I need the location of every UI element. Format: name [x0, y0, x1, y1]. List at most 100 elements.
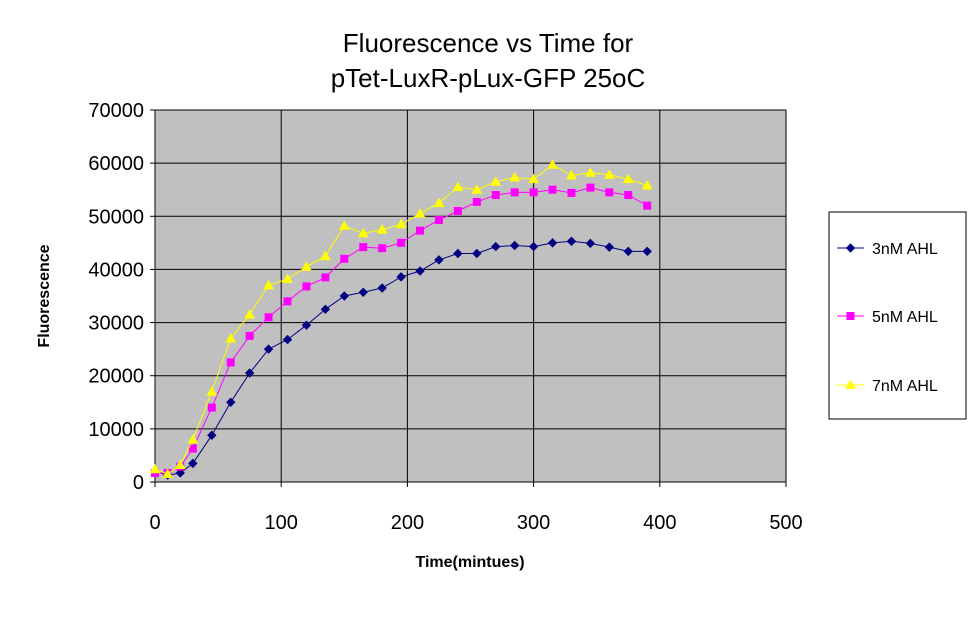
chart-title-line-1: Fluorescence vs Time for [343, 28, 634, 58]
data-point [359, 243, 368, 252]
y-axis-label: Fluorescence [36, 244, 53, 347]
x-tick-label: 300 [517, 512, 550, 534]
x-axis-label: Time(mintues) [415, 554, 524, 571]
data-point [339, 291, 350, 301]
data-point [282, 334, 293, 345]
data-point [226, 397, 236, 407]
data-point [624, 191, 633, 200]
data-point [491, 191, 500, 200]
data-point [377, 283, 387, 293]
y-tick-label: 10000 [88, 419, 144, 441]
data-point [263, 344, 274, 354]
series-line [155, 187, 648, 474]
plot-area [154, 109, 787, 483]
x-tick-label: 100 [265, 512, 298, 534]
y-tick-label: 30000 [88, 313, 144, 335]
data-point [471, 184, 483, 194]
data-point [174, 459, 186, 469]
y-tick-label: 60000 [88, 153, 144, 175]
series-7nm-ahl [149, 159, 653, 479]
data-point [472, 197, 481, 206]
data-point [585, 238, 596, 249]
data-point [225, 332, 237, 343]
data-point [187, 433, 199, 444]
data-point [452, 181, 464, 192]
data-point [395, 218, 407, 229]
data-point [188, 458, 198, 469]
data-point [301, 261, 312, 271]
data-point [605, 188, 614, 197]
data-point [244, 368, 255, 378]
data-point [490, 176, 502, 186]
data-point [321, 273, 330, 282]
data-point [603, 169, 615, 179]
data-point [509, 171, 521, 182]
data-point [414, 208, 426, 218]
data-point [528, 173, 539, 184]
data-point [378, 244, 387, 253]
data-point [397, 238, 406, 247]
data-point [244, 309, 256, 319]
data-point [416, 226, 425, 235]
legend-marker [846, 312, 855, 320]
data-point [585, 167, 596, 177]
data-point [320, 250, 331, 261]
data-point [357, 227, 369, 238]
data-point [320, 304, 331, 314]
legend-label: 7nM AHL [872, 378, 938, 395]
data-point [433, 197, 445, 207]
data-point [604, 242, 615, 252]
series-line [154, 164, 648, 475]
legend-entry: 5nM AHL [837, 309, 938, 326]
data-point [491, 241, 501, 252]
y-tick-label: 0 [133, 472, 144, 494]
data-point [207, 430, 217, 440]
x-tick-label: 0 [149, 512, 160, 534]
data-point [301, 320, 312, 330]
data-point [206, 386, 218, 396]
legend-label: 3nM AHL [872, 241, 938, 258]
x-tick-label: 400 [643, 512, 676, 534]
data-point [264, 313, 273, 322]
legend-entry: 3nM AHL [837, 241, 938, 258]
data-point [162, 468, 173, 479]
data-point [642, 246, 652, 257]
data-point [226, 358, 235, 367]
legend-marker [845, 243, 856, 253]
x-tick-labels: 0 100 200 300 400 500 [149, 512, 802, 534]
data-point [548, 185, 557, 194]
data-point [510, 188, 519, 197]
legend-label: 5nM AHL [872, 309, 938, 326]
data-point [547, 238, 558, 248]
y-tick-labels: 0 10000 20000 30000 40000 50000 60000 70000 [88, 100, 144, 494]
data-point [340, 254, 349, 263]
data-point [434, 216, 443, 225]
data-point [358, 287, 368, 297]
y-tick-label: 40000 [88, 259, 144, 281]
data-point [376, 224, 388, 234]
gridlines [155, 109, 787, 482]
axes [150, 109, 787, 487]
data-point [623, 246, 633, 257]
data-point [547, 159, 558, 169]
data-point [643, 201, 652, 210]
data-point [566, 236, 577, 246]
legend-items: 3nM AHL 5nM AHL 7nM AHL [837, 241, 938, 395]
data-point [453, 206, 462, 215]
data-point [472, 248, 482, 259]
data-point [282, 273, 293, 283]
data-point [302, 282, 311, 291]
data-point [453, 248, 463, 259]
y-tick-label: 20000 [88, 366, 144, 388]
x-tick-label: 500 [769, 512, 802, 534]
data-point [207, 403, 216, 412]
legend-marker [845, 379, 856, 389]
chart-title-line-2: pTet-LuxR-pLux-GFP 25oC [331, 63, 646, 93]
series-layer [149, 159, 653, 480]
x-tick-label: 200 [391, 512, 424, 534]
data-point [641, 179, 653, 190]
data-point [566, 169, 577, 180]
data-point [622, 173, 634, 184]
legend-entry: 7nM AHL [837, 378, 938, 395]
